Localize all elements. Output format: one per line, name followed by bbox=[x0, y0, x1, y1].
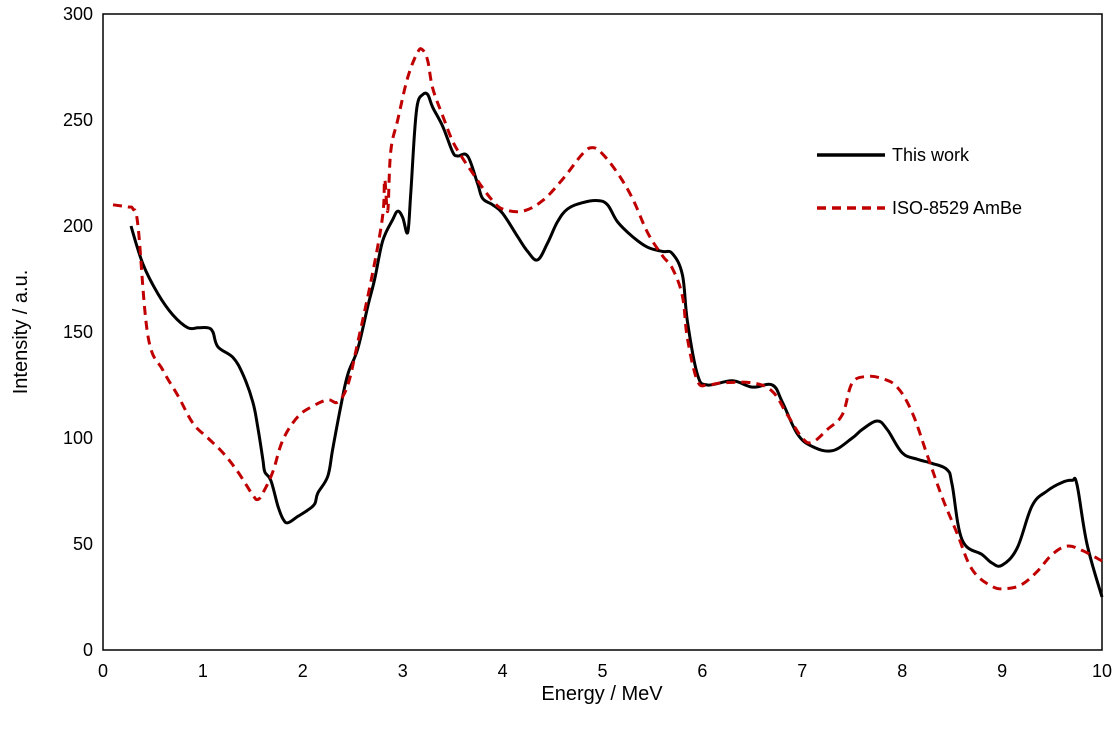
legend: This work ISO-8529 AmBe bbox=[817, 145, 1022, 218]
x-axis-title: Energy / MeV bbox=[541, 683, 663, 705]
y-tick-label: 0 bbox=[83, 640, 93, 660]
y-tick-label: 150 bbox=[63, 322, 93, 342]
y-tick-labels: 0 50 100 150 200 250 300 bbox=[63, 4, 93, 660]
series-layer bbox=[112, 47, 1104, 598]
x-tick-label: 5 bbox=[597, 661, 607, 681]
legend-label-this-work: This work bbox=[892, 145, 970, 165]
y-tick-label: 200 bbox=[63, 216, 93, 236]
series-line-this-work bbox=[129, 91, 1104, 598]
legend-label-iso-8529-ambe: ISO-8529 AmBe bbox=[892, 198, 1022, 218]
x-tick-label: 7 bbox=[797, 661, 807, 681]
x-tick-label: 3 bbox=[398, 661, 408, 681]
y-tick-label: 50 bbox=[73, 534, 93, 554]
x-tick-label: 1 bbox=[198, 661, 208, 681]
plot-area bbox=[102, 13, 1103, 651]
x-tick-label: 10 bbox=[1092, 661, 1112, 681]
x-tick-label: 4 bbox=[498, 661, 508, 681]
x-tick-label: 2 bbox=[298, 661, 308, 681]
y-axis-title: Intensity / a.u. bbox=[10, 270, 32, 395]
x-tick-label: 6 bbox=[697, 661, 707, 681]
x-tick-label: 9 bbox=[997, 661, 1007, 681]
x-tick-label: 0 bbox=[98, 661, 108, 681]
x-tick-labels: 0 1 2 3 4 5 6 7 8 9 10 bbox=[98, 661, 1112, 681]
y-tick-label: 250 bbox=[63, 110, 93, 130]
x-tick-label: 8 bbox=[897, 661, 907, 681]
y-tick-label: 100 bbox=[63, 428, 93, 448]
y-tick-label: 300 bbox=[63, 4, 93, 24]
